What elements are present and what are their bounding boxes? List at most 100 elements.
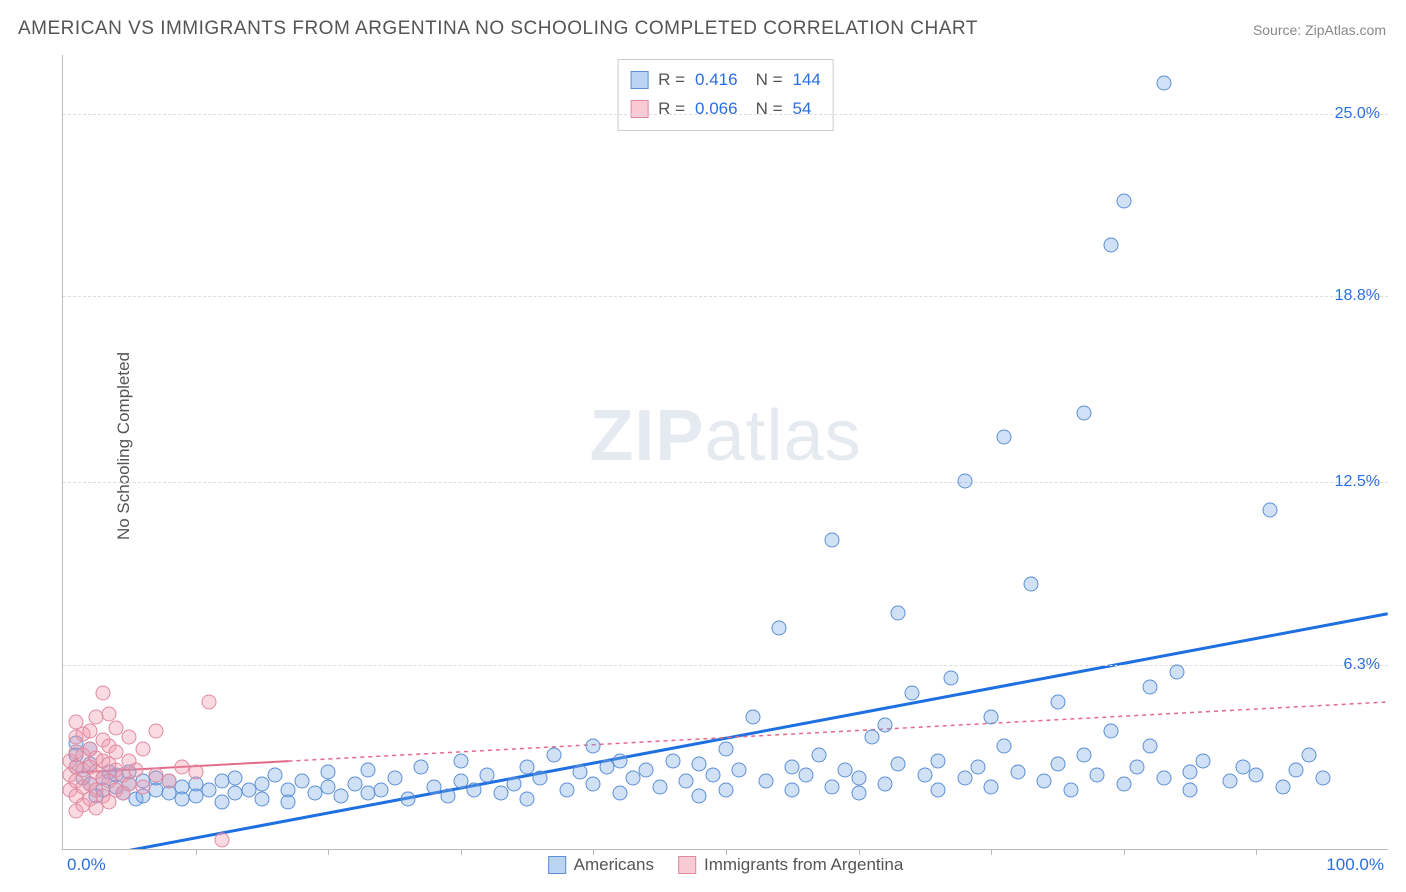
trend-line-solid [90,614,1388,849]
scatter-point [931,783,946,798]
scatter-point [1249,768,1264,783]
n-label: N = [756,95,783,124]
scatter-point [1050,756,1065,771]
scatter-point [128,762,143,777]
x-tick [461,849,462,855]
r-label: R = [658,66,685,95]
scatter-point [679,774,694,789]
legend-series: AmericansImmigrants from Argentina [548,855,904,875]
scatter-point [586,777,601,792]
scatter-point [719,741,734,756]
scatter-point [201,694,216,709]
scatter-point [148,724,163,739]
scatter-point [493,786,508,801]
n-value: 54 [793,95,812,124]
x-tick [1124,849,1125,855]
watermark: ZIPatlas [589,395,861,477]
trend-line-dashed [288,702,1387,761]
scatter-point [480,768,495,783]
scatter-point [811,747,826,762]
scatter-point [891,606,906,621]
scatter-point [1077,747,1092,762]
scatter-point [957,771,972,786]
scatter-point [931,753,946,768]
scatter-point [215,794,230,809]
scatter-point [215,833,230,848]
scatter-point [1222,774,1237,789]
scatter-point [440,789,455,804]
scatter-point [1077,406,1092,421]
scatter-point [188,765,203,780]
scatter-point [692,756,707,771]
scatter-point [1143,680,1158,695]
scatter-point [559,783,574,798]
scatter-point [904,685,919,700]
scatter-point [719,783,734,798]
scatter-point [825,532,840,547]
scatter-point [1143,738,1158,753]
scatter-point [1063,783,1078,798]
scatter-point [997,738,1012,753]
legend-row: R =0.416N =144 [630,66,821,95]
scatter-point [1169,665,1184,680]
scatter-point [878,718,893,733]
source-link[interactable]: ZipAtlas.com [1305,22,1386,38]
scatter-point [997,429,1012,444]
scatter-point [665,753,680,768]
scatter-point [400,791,415,806]
scatter-point [1103,724,1118,739]
scatter-point [122,730,137,745]
n-label: N = [756,66,783,95]
scatter-point [1262,503,1277,518]
trend-lines [63,55,1388,849]
scatter-point [705,768,720,783]
scatter-point [201,783,216,798]
y-tick-label: 25.0% [1335,105,1380,123]
legend-swatch [630,71,648,89]
scatter-point [798,768,813,783]
scatter-point [1130,759,1145,774]
scatter-point [1023,577,1038,592]
watermark-zip: ZIP [589,396,704,476]
scatter-point [1156,76,1171,91]
scatter-point [334,789,349,804]
scatter-point [162,774,177,789]
scatter-point [1183,765,1198,780]
x-tick [859,849,860,855]
scatter-point [1315,771,1330,786]
scatter-point [374,783,389,798]
scatter-point [1275,780,1290,795]
x-axis-max: 100.0% [1326,855,1384,875]
gridline [63,665,1388,666]
scatter-point [1289,762,1304,777]
scatter-point [785,783,800,798]
scatter-point [772,621,787,636]
scatter-point [1183,783,1198,798]
scatter-point [1090,768,1105,783]
plot-area: ZIPatlas R =0.416N =144R =0.066N =54 0.0… [62,55,1388,850]
scatter-point [851,771,866,786]
scatter-point [321,765,336,780]
scatter-point [1050,694,1065,709]
r-label: R = [658,95,685,124]
scatter-point [254,791,269,806]
legend-swatch [678,856,696,874]
scatter-point [414,759,429,774]
scatter-point [268,768,283,783]
x-axis-min: 0.0% [67,855,106,875]
scatter-point [1010,765,1025,780]
scatter-point [692,789,707,804]
scatter-point [984,709,999,724]
scatter-point [1116,777,1131,792]
scatter-point [626,771,641,786]
n-value: 144 [793,66,821,95]
scatter-point [851,786,866,801]
source-label: Source: [1253,22,1301,38]
scatter-point [1116,194,1131,209]
x-tick [328,849,329,855]
y-tick-label: 12.5% [1335,473,1380,491]
scatter-point [878,777,893,792]
scatter-point [294,774,309,789]
scatter-point [957,473,972,488]
x-tick [991,849,992,855]
